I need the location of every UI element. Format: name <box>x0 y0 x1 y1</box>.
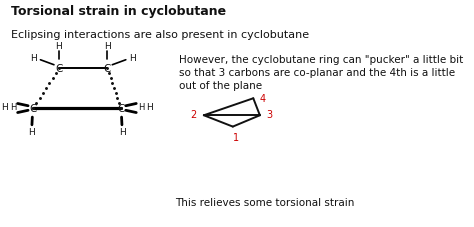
Text: H: H <box>104 41 110 50</box>
Text: C: C <box>55 63 63 73</box>
Text: Torsional strain in cyclobutane: Torsional strain in cyclobutane <box>11 5 226 18</box>
Text: H: H <box>55 41 63 50</box>
Text: 3: 3 <box>267 110 273 120</box>
Text: C: C <box>117 104 125 114</box>
Text: H: H <box>119 127 126 136</box>
Text: H: H <box>28 127 35 136</box>
Text: However, the cyclobutane ring can "pucker" a little bit
so that 3 carbons are co: However, the cyclobutane ring can "pucke… <box>179 55 463 91</box>
Text: C: C <box>29 104 37 114</box>
Text: 2: 2 <box>191 110 197 120</box>
Text: This relieves some torsional strain: This relieves some torsional strain <box>175 197 354 207</box>
Text: 4: 4 <box>259 93 265 103</box>
Text: H: H <box>10 103 16 112</box>
Text: Eclipsing interactions are also present in cyclobutane: Eclipsing interactions are also present … <box>11 30 309 40</box>
Text: H: H <box>30 54 37 63</box>
Text: H: H <box>146 103 153 112</box>
Text: H: H <box>1 103 8 112</box>
Text: C: C <box>104 63 111 73</box>
Text: H: H <box>137 103 144 112</box>
Text: 1: 1 <box>233 133 239 143</box>
Text: H: H <box>129 54 136 63</box>
